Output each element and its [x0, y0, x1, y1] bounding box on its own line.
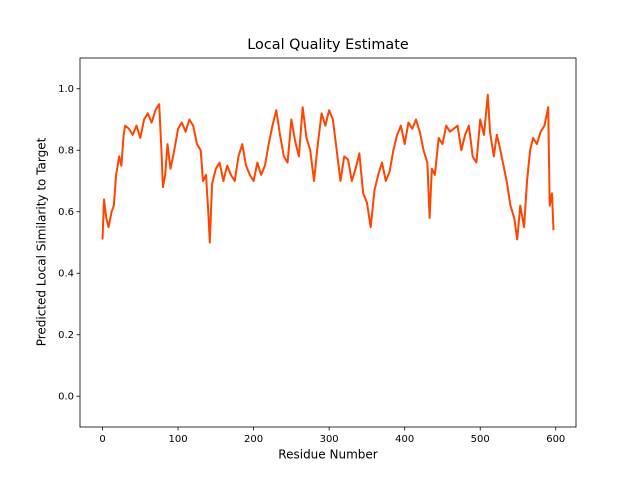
x-tick-label: 0 [99, 434, 105, 445]
y-tick-label: 0.8 [58, 145, 74, 156]
y-tick-label: 1.0 [58, 84, 74, 95]
plot-frame [79, 57, 577, 428]
y-axis-label: Predicted Local Similarity to Target [35, 137, 49, 346]
y-tick-label: 0.0 [58, 391, 74, 402]
x-tick-label: 200 [244, 434, 263, 445]
line-series [101, 93, 555, 244]
y-tick-label: 0.2 [58, 330, 74, 341]
x-tick-label: 100 [169, 434, 188, 445]
x-tick-label: 400 [395, 434, 414, 445]
y-tick-label: 0.6 [58, 207, 74, 218]
x-tick-label: 300 [320, 434, 339, 445]
chart-title: Local Quality Estimate [247, 37, 409, 53]
x-tick-label: 500 [471, 434, 490, 445]
y-tick-label: 0.4 [58, 268, 74, 279]
x-axis-label: Residue Number [278, 448, 377, 462]
x-tick-label: 600 [546, 434, 565, 445]
